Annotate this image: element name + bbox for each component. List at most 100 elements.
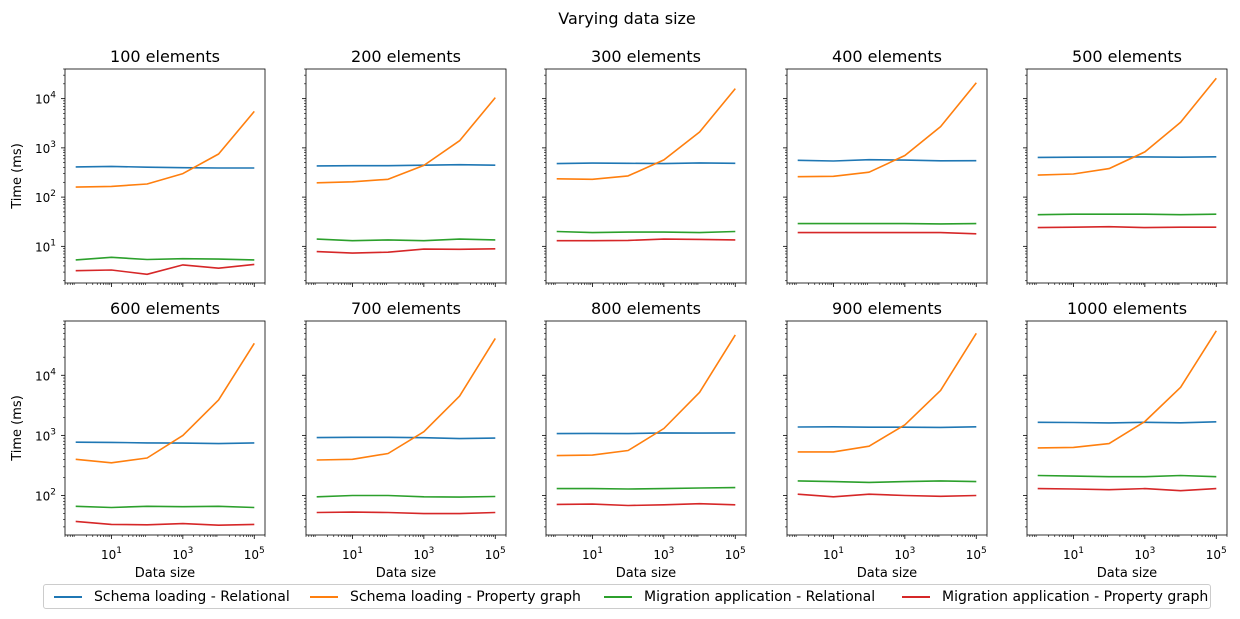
series-line-2 bbox=[797, 82, 977, 178]
series-line-1 bbox=[75, 441, 255, 445]
series-line-4 bbox=[1037, 487, 1217, 492]
x-tick-label: 101 bbox=[823, 546, 844, 562]
panel-frame bbox=[64, 68, 266, 284]
panel-title: 700 elements bbox=[351, 299, 461, 318]
panel-frame bbox=[305, 320, 507, 536]
panel-frame bbox=[64, 320, 266, 536]
panel-title: 300 elements bbox=[591, 47, 701, 66]
panel-frame bbox=[1026, 68, 1228, 284]
x-tick-label: 101 bbox=[1063, 546, 1084, 562]
series-line-4 bbox=[316, 511, 496, 515]
panel-1: 100 elements 101 102 103 104 bbox=[35, 47, 266, 287]
series-line-1 bbox=[316, 436, 496, 440]
panel-title: 900 elements bbox=[832, 299, 942, 318]
series-line-1 bbox=[316, 163, 496, 167]
panel-frame bbox=[786, 68, 988, 284]
series-line-3 bbox=[316, 494, 496, 498]
legend-swatch bbox=[604, 596, 632, 598]
legend-item-schema-property-graph: Schema loading - Property graph bbox=[310, 588, 581, 606]
panel-title: 100 elements bbox=[110, 47, 220, 66]
panel-frame bbox=[786, 320, 988, 536]
panel-6: 600 elements 102 103 104 101 103 105 Data size bbox=[35, 299, 266, 581]
x-tick-label: 101 bbox=[582, 546, 603, 562]
x-tick-label: 105 bbox=[725, 546, 746, 562]
x-tick-label: 105 bbox=[1206, 546, 1227, 562]
legend-item-migration-property-graph: Migration application - Property graph bbox=[902, 588, 1208, 606]
series-line-4 bbox=[797, 231, 977, 235]
legend-label: Schema loading - Property graph bbox=[350, 589, 581, 605]
x-tick-label: 103 bbox=[413, 546, 434, 562]
series-line-2 bbox=[556, 88, 736, 181]
legend: Schema loading - Relational Schema loadi… bbox=[43, 584, 1211, 609]
panel-title: 400 elements bbox=[832, 47, 942, 66]
series-line-1 bbox=[1037, 421, 1217, 424]
series-line-4 bbox=[556, 238, 736, 242]
x-tick-label: 103 bbox=[653, 546, 674, 562]
series-line-2 bbox=[75, 110, 255, 188]
legend-swatch bbox=[310, 596, 338, 598]
panel-title: 200 elements bbox=[351, 47, 461, 66]
series-line-1 bbox=[797, 158, 977, 162]
x-tick-label: 105 bbox=[966, 546, 987, 562]
y-tick-label: 104 bbox=[35, 367, 56, 383]
series-line-2 bbox=[556, 334, 736, 457]
series-line-3 bbox=[556, 486, 736, 490]
series-line-3 bbox=[1037, 474, 1217, 478]
x-tick-label: 105 bbox=[485, 546, 506, 562]
y-tick-label: 102 bbox=[35, 189, 56, 205]
panel-2: 200 elements bbox=[302, 47, 507, 287]
legend-label: Migration application - Relational bbox=[644, 589, 876, 605]
y-tick-label: 101 bbox=[35, 238, 56, 254]
series-line-2 bbox=[75, 342, 255, 464]
x-axis-label: Data size bbox=[1097, 566, 1157, 581]
series-line-4 bbox=[75, 520, 255, 527]
series-line-2 bbox=[1037, 330, 1217, 449]
x-axis-label: Data size bbox=[376, 566, 436, 581]
x-tick-label: 101 bbox=[342, 546, 363, 562]
panel-8: 800 elements 101 103 105 Data size bbox=[542, 299, 747, 581]
panel-title: 500 elements bbox=[1072, 47, 1182, 66]
legend-item-migration-relational: Migration application - Relational bbox=[604, 588, 875, 606]
series-line-1 bbox=[556, 432, 736, 435]
series-line-2 bbox=[316, 97, 496, 184]
series-line-1 bbox=[797, 425, 977, 429]
panel-5: 500 elements bbox=[1023, 47, 1228, 287]
series-line-4 bbox=[556, 502, 736, 507]
series-line-4 bbox=[1037, 225, 1217, 229]
series-line-1 bbox=[1037, 156, 1217, 159]
legend-label: Schema loading - Relational bbox=[94, 589, 290, 605]
x-axis-label: Data size bbox=[616, 566, 676, 581]
legend-label: Migration application - Property graph bbox=[942, 589, 1209, 605]
y-tick-label: 103 bbox=[35, 140, 56, 156]
y-tick-label: 102 bbox=[35, 487, 56, 503]
x-tick-label: 105 bbox=[244, 546, 265, 562]
series-line-2 bbox=[1037, 77, 1217, 176]
y-axis-label: Time (ms) bbox=[10, 143, 25, 210]
series-line-1 bbox=[75, 165, 255, 169]
figure-title: Varying data size bbox=[558, 9, 696, 28]
x-tick-label: 103 bbox=[172, 546, 193, 562]
panel-10: 1000 elements 101 103 105 Data size bbox=[1023, 299, 1228, 581]
series-line-4 bbox=[797, 493, 977, 498]
y-tick-label: 104 bbox=[35, 91, 56, 107]
panel-grid: 100 elements 101 102 103 104 200 elements 300 … bbox=[10, 47, 1228, 581]
series-line-3 bbox=[797, 480, 977, 484]
x-axis-label: Data size bbox=[135, 566, 195, 581]
x-tick-label: 103 bbox=[894, 546, 915, 562]
series-line-2 bbox=[797, 332, 977, 453]
panel-frame bbox=[545, 68, 747, 284]
panel-title: 800 elements bbox=[591, 299, 701, 318]
x-axis-label: Data size bbox=[857, 566, 917, 581]
panel-7: 700 elements 101 103 105 Data size bbox=[302, 299, 507, 581]
series-line-3 bbox=[75, 256, 255, 261]
panel-4: 400 elements bbox=[783, 47, 988, 287]
panel-frame bbox=[545, 320, 747, 536]
legend-swatch bbox=[902, 596, 930, 598]
series-line-4 bbox=[75, 263, 255, 276]
legend-swatch bbox=[54, 596, 82, 598]
panel-frame bbox=[305, 68, 507, 284]
y-axis-label: Time (ms) bbox=[10, 395, 25, 462]
panel-frame bbox=[1026, 320, 1228, 536]
x-tick-label: 103 bbox=[1134, 546, 1155, 562]
